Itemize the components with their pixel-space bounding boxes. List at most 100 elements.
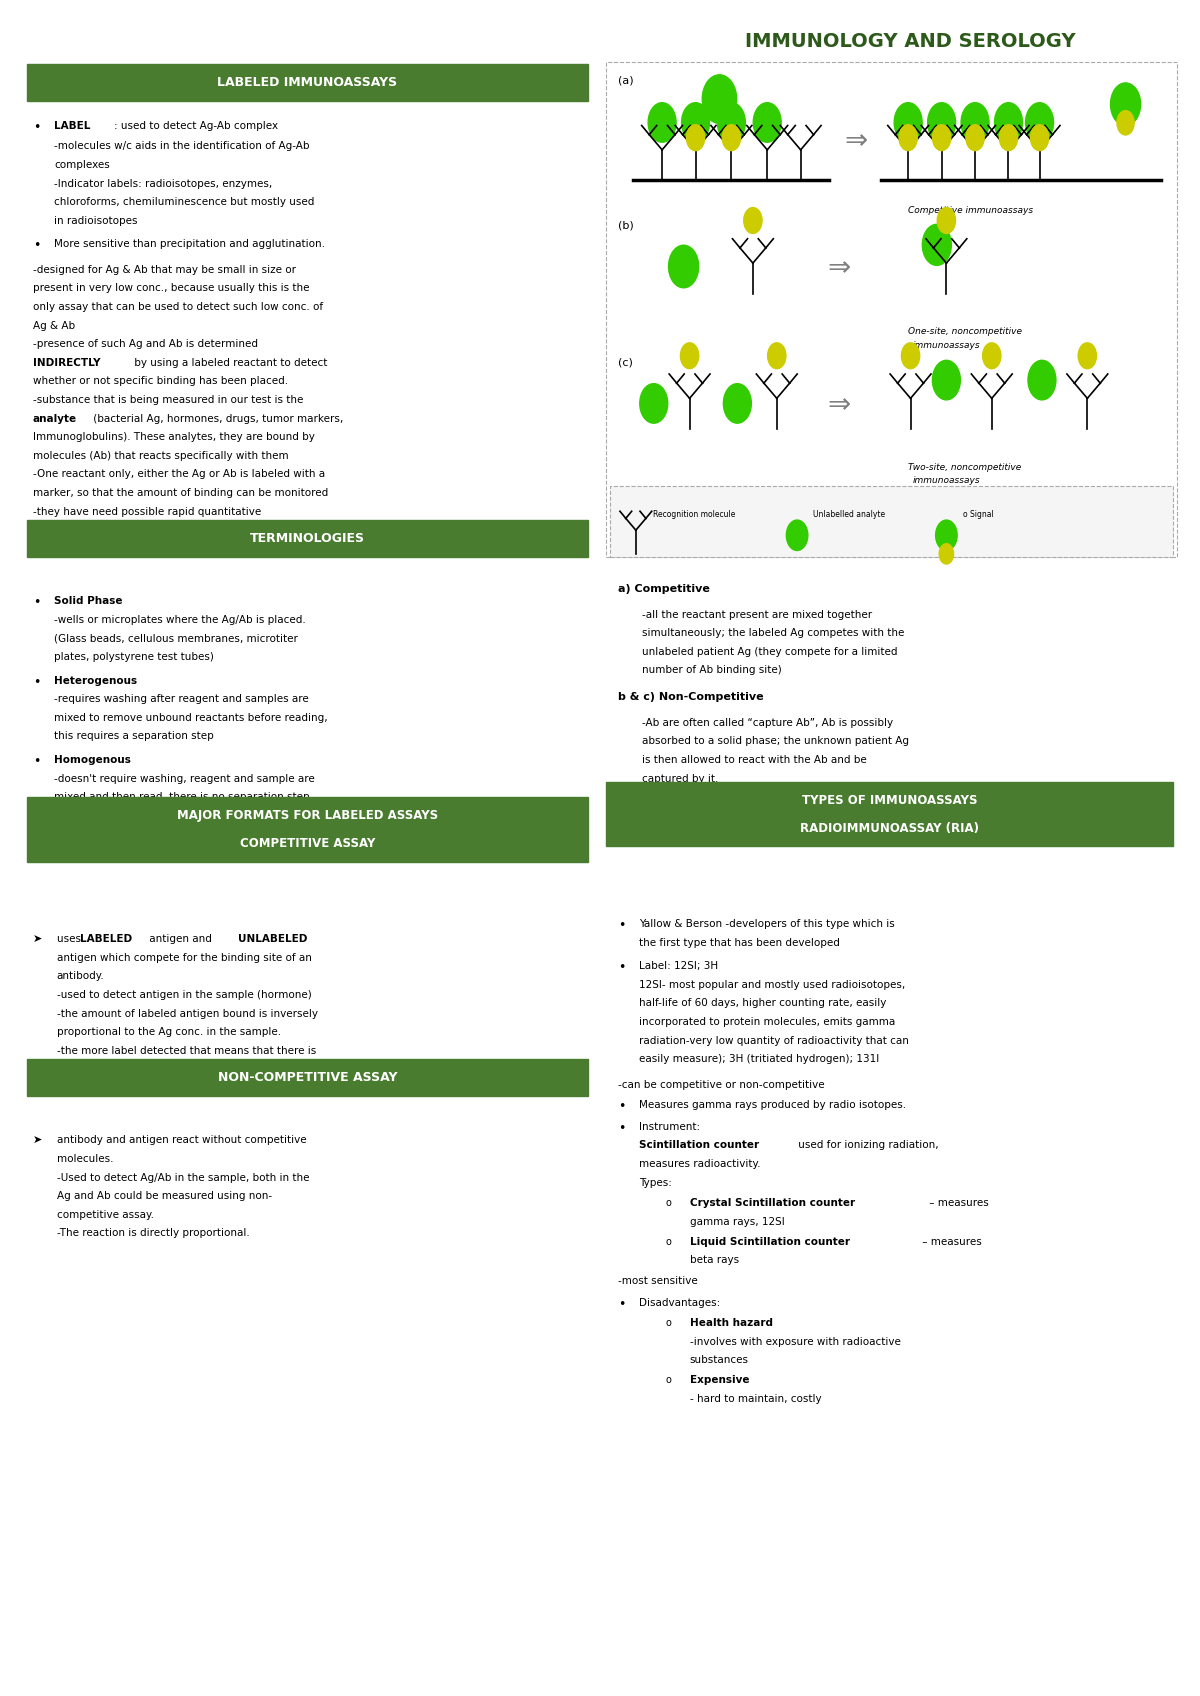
Text: Disadvantages:: Disadvantages:	[640, 1297, 721, 1308]
FancyBboxPatch shape	[606, 782, 1174, 846]
Text: radiation-very low quantity of radioactivity that can: radiation-very low quantity of radioacti…	[640, 1036, 910, 1046]
Text: LABELED: LABELED	[80, 934, 132, 945]
Circle shape	[768, 343, 786, 368]
Text: -substance that is being measured in our test is the: -substance that is being measured in our…	[32, 395, 304, 405]
Text: Immunoglobulins). These analytes, they are bound by: Immunoglobulins). These analytes, they a…	[32, 432, 314, 443]
Text: uses: uses	[56, 934, 84, 945]
Text: •: •	[32, 239, 40, 253]
Text: -The reaction is directly proportional.: -The reaction is directly proportional.	[56, 1228, 250, 1238]
Text: ⇒: ⇒	[844, 127, 868, 156]
Circle shape	[966, 126, 984, 151]
Text: only assay that can be used to detect such low conc. of: only assay that can be used to detect su…	[32, 302, 323, 312]
Text: -all the reactant present are mixed together: -all the reactant present are mixed toge…	[642, 609, 872, 619]
Text: TYPES OF IMMUNOASSAYS: TYPES OF IMMUNOASSAYS	[802, 794, 978, 807]
Circle shape	[668, 246, 698, 288]
Circle shape	[932, 360, 960, 400]
Text: (bacterial Ag, hormones, drugs, tumor markers,: (bacterial Ag, hormones, drugs, tumor ma…	[90, 414, 343, 424]
Text: •: •	[32, 755, 40, 768]
Text: -used to detect antigen in the sample (hormone): -used to detect antigen in the sample (h…	[56, 990, 311, 1001]
Text: 12SI- most popular and mostly used radioisotopes,: 12SI- most popular and mostly used radio…	[640, 980, 906, 990]
Text: marker, so that the amount of binding can be monitored: marker, so that the amount of binding ca…	[32, 488, 328, 499]
Text: •: •	[618, 1297, 625, 1311]
Text: (a): (a)	[618, 75, 634, 85]
Text: (b): (b)	[618, 220, 634, 231]
Text: simultaneously; the labeled Ag competes with the: simultaneously; the labeled Ag competes …	[642, 628, 904, 638]
Text: antigen and: antigen and	[146, 934, 215, 945]
Circle shape	[702, 75, 737, 124]
Circle shape	[722, 126, 740, 151]
FancyBboxPatch shape	[26, 1060, 588, 1097]
Text: -most sensitive: -most sensitive	[618, 1275, 697, 1286]
Text: -molecules w/c aids in the identification of Ag-Ab: -molecules w/c aids in the identificatio…	[54, 141, 310, 151]
Text: Ag & Ab: Ag & Ab	[32, 321, 74, 331]
Text: RADIOIMMUNOASSAY (RIA): RADIOIMMUNOASSAY (RIA)	[800, 823, 979, 834]
Text: o: o	[666, 1375, 672, 1386]
Text: measures radioactivity.: measures radioactivity.	[640, 1158, 761, 1169]
Text: -involves with exposure with radioactive: -involves with exposure with radioactive	[690, 1336, 900, 1347]
Text: Solid Phase: Solid Phase	[54, 595, 122, 605]
Text: mixed and then read, there is no separation step: mixed and then read, there is no separat…	[54, 792, 310, 802]
Text: is then allowed to react with the Ab and be: is then allowed to react with the Ab and…	[642, 755, 866, 765]
Text: INDIRECTLY: INDIRECTLY	[32, 358, 100, 368]
Text: -One reactant only, either the Ag or Ab is labeled with a: -One reactant only, either the Ag or Ab …	[32, 470, 325, 480]
Circle shape	[901, 343, 919, 368]
Circle shape	[718, 103, 745, 142]
Text: -wells or microplates where the Ag/Ab is placed.: -wells or microplates where the Ag/Ab is…	[54, 614, 306, 624]
Circle shape	[899, 126, 917, 151]
Text: Competitive immunoassays: Competitive immunoassays	[908, 205, 1033, 215]
Text: unlabeled patient Ag (they compete for a limited: unlabeled patient Ag (they compete for a…	[642, 646, 898, 656]
Text: : used to detect Ag-Ab complex: : used to detect Ag-Ab complex	[114, 120, 278, 131]
Circle shape	[1117, 110, 1134, 136]
Text: in radioisotopes: in radioisotopes	[54, 215, 138, 226]
Text: LABEL: LABEL	[54, 120, 90, 131]
Text: UNLABELED: UNLABELED	[238, 934, 307, 945]
Text: complexes: complexes	[54, 159, 110, 170]
Text: ➤: ➤	[32, 1135, 42, 1145]
Text: analyte: analyte	[32, 414, 77, 424]
Text: •: •	[32, 675, 40, 689]
Text: -designed for Ag & Ab that may be small in size or: -designed for Ag & Ab that may be small …	[32, 265, 295, 275]
Text: ⇒: ⇒	[827, 392, 851, 419]
Text: One-site, noncompetitive: One-site, noncompetitive	[908, 327, 1022, 336]
Circle shape	[648, 103, 676, 142]
Text: molecules (Ab) that reacts specifically with them: molecules (Ab) that reacts specifically …	[32, 451, 288, 461]
Circle shape	[1110, 83, 1141, 126]
Text: IMMUNOLOGY AND SEROLOGY: IMMUNOLOGY AND SEROLOGY	[745, 32, 1076, 51]
Circle shape	[640, 383, 667, 424]
Text: -they have need possible rapid quantitative: -they have need possible rapid quantitat…	[32, 507, 260, 517]
Text: •: •	[618, 919, 625, 933]
Text: substances: substances	[690, 1355, 749, 1365]
Text: Ab binding occurs: Ab binding occurs	[54, 829, 148, 840]
Text: captured by it.: captured by it.	[642, 773, 718, 784]
Circle shape	[995, 103, 1022, 142]
Text: Scintillation counter: Scintillation counter	[640, 1140, 760, 1150]
Text: -doesn't require washing, reagent and sample are: -doesn't require washing, reagent and sa…	[54, 773, 314, 784]
Text: competitive assay.: competitive assay.	[56, 1209, 154, 1219]
Text: beta rays: beta rays	[690, 1255, 739, 1265]
Text: Liquid Scintillation counter: Liquid Scintillation counter	[690, 1236, 850, 1247]
FancyBboxPatch shape	[606, 63, 1177, 558]
Text: Label: 12SI; 3H: Label: 12SI; 3H	[640, 962, 719, 972]
Text: antibody and antigen react without competitive: antibody and antigen react without compe…	[56, 1135, 306, 1145]
FancyBboxPatch shape	[26, 797, 588, 862]
Text: - hard to maintain, costly: - hard to maintain, costly	[690, 1394, 821, 1404]
Text: -Used to detect Ag/Ab in the sample, both in the: -Used to detect Ag/Ab in the sample, bot…	[56, 1172, 310, 1182]
Text: o Signal: o Signal	[964, 510, 994, 519]
Text: •: •	[618, 1121, 625, 1135]
Text: More sensitive than precipitation and agglutination.: More sensitive than precipitation and ag…	[54, 239, 325, 249]
Text: -the more label detected that means that there is: -the more label detected that means that…	[56, 1046, 316, 1057]
Text: Two-site, noncompetitive: Two-site, noncompetitive	[908, 463, 1021, 471]
Circle shape	[724, 383, 751, 424]
Circle shape	[894, 103, 922, 142]
Text: Measures gamma rays produced by radio isotopes.: Measures gamma rays produced by radio is…	[640, 1101, 906, 1109]
Text: antibody.: antibody.	[56, 972, 104, 982]
Text: second Ab with: second Ab with	[642, 811, 725, 821]
Circle shape	[1026, 103, 1054, 142]
Text: used for ionizing radiation,: used for ionizing radiation,	[794, 1140, 938, 1150]
Circle shape	[682, 103, 709, 142]
Text: mixed to remove unbound reactants before reading,: mixed to remove unbound reactants before…	[54, 712, 328, 722]
Circle shape	[983, 343, 1001, 368]
Text: Types:: Types:	[640, 1177, 672, 1187]
Text: b & c) Non-Competitive: b & c) Non-Competitive	[618, 692, 763, 702]
Circle shape	[680, 343, 698, 368]
